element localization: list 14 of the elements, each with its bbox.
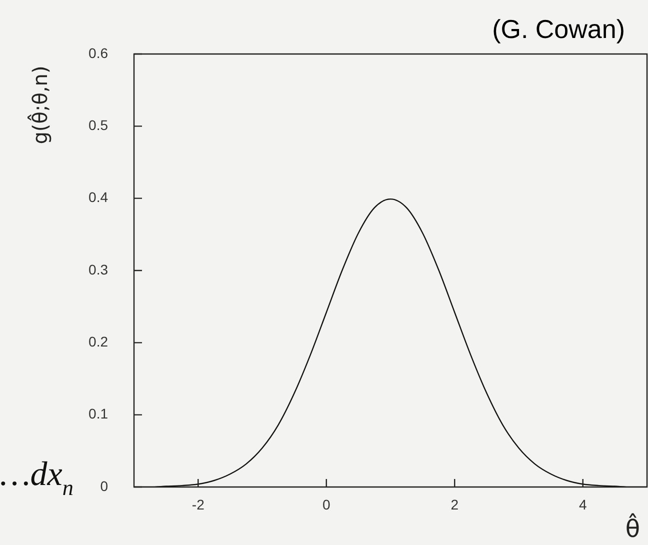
text: (G. Cowan) xyxy=(492,14,625,44)
x-tick-label: -2 xyxy=(192,496,205,512)
y-tick-label: 0.1 xyxy=(88,406,108,422)
y-tick-label: 0.4 xyxy=(88,189,108,206)
x-tick-label: 4 xyxy=(578,496,587,512)
x-tick-label: 0 xyxy=(322,496,330,512)
y-tick-label: 0 xyxy=(100,478,108,494)
y-axis-title: g(θ̂;θ,n) xyxy=(28,66,52,144)
y-tick-label: 0.3 xyxy=(88,261,108,278)
y-tick-label: 0.2 xyxy=(88,334,108,350)
y-tick-label: 0.6 xyxy=(88,44,108,61)
y-tick-label: 0.5 xyxy=(88,117,108,134)
x-axis-title: θ̂ xyxy=(625,512,640,543)
x-tick-label: 2 xyxy=(450,496,459,512)
